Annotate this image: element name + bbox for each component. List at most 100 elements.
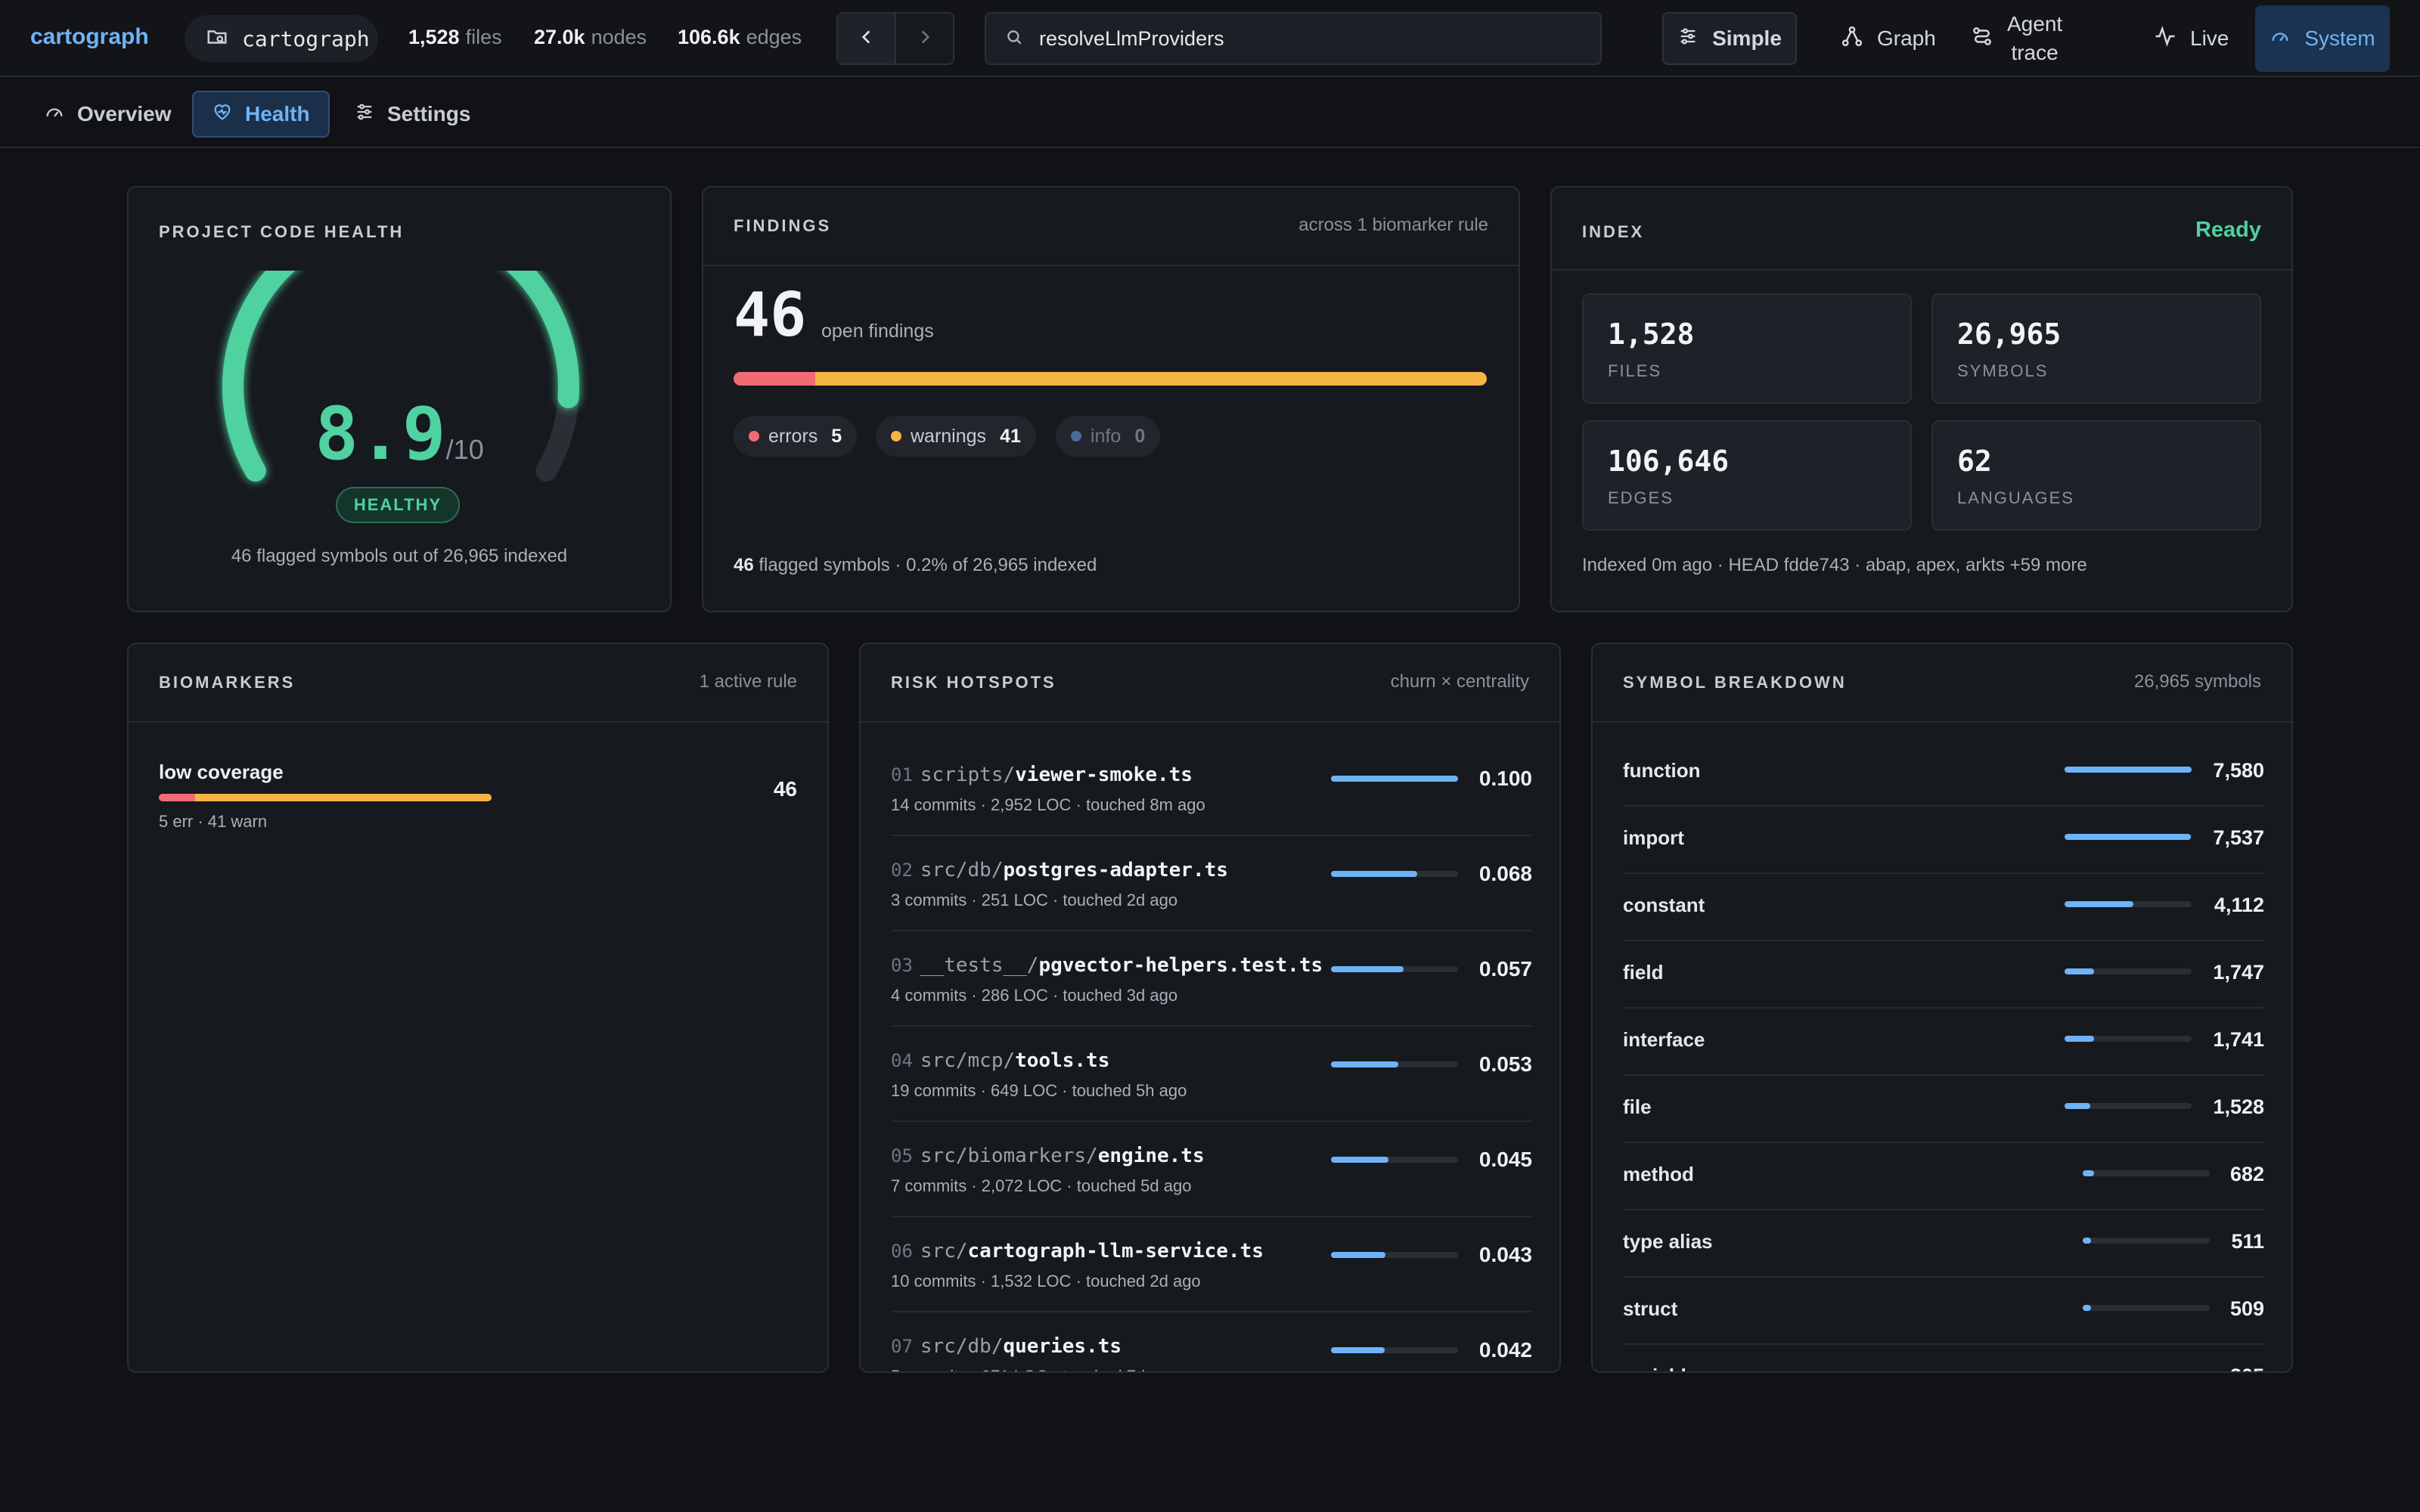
hotspot-meta: 4 commits · 286 LOC · touched 3d ago	[891, 986, 1178, 1005]
findings-severity-bar	[734, 372, 1487, 386]
history-nav	[836, 12, 954, 65]
index-footer: Indexed 0m ago · HEAD fdde743 · abap, ap…	[1582, 555, 2087, 575]
search-input[interactable]: resolveLlmProviders	[985, 12, 1602, 65]
symbol-bar-fill	[2083, 1372, 2089, 1373]
warning-dot-icon	[891, 431, 901, 442]
simple-label: Simple	[1712, 26, 1782, 50]
warnings-chip[interactable]: warnings 41	[876, 416, 1036, 457]
info-chip[interactable]: info 0	[1056, 416, 1161, 457]
hotspot-row[interactable]: 02 src/db/postgres-adapter.ts 3 commits · …	[891, 836, 1532, 931]
hotspot-score: 0.043	[1478, 1243, 1532, 1266]
symbol-bar	[2065, 767, 2192, 773]
hotspot-score-bar	[1331, 1347, 1458, 1353]
symbol-bar-fill	[2065, 968, 2094, 974]
symbol-kind: import	[1623, 826, 1684, 849]
index-languages: 62 LANGUAGES	[1931, 420, 2261, 531]
biomarker-count: 46	[773, 777, 797, 801]
findings-footer: 46 flagged symbols · 0.2% of 26,965 inde…	[734, 555, 1097, 575]
hotspot-score: 0.053	[1478, 1052, 1532, 1076]
symbol-row[interactable]: method 682	[1623, 1143, 2264, 1210]
hotspot-row[interactable]: 06 src/cartograph-llm-service.ts 10 commit…	[891, 1217, 1532, 1312]
findings-count-label: open findings	[821, 321, 934, 342]
forward-button[interactable]	[896, 14, 953, 64]
hotspot-path: 01 scripts/viewer-smoke.ts	[891, 764, 1193, 786]
symbol-row[interactable]: function 7,580	[1623, 739, 2264, 807]
gauge-fill	[222, 271, 579, 482]
symbol-count: 4,112	[2214, 894, 2264, 916]
symbol-row[interactable]: constant 4,112	[1623, 874, 2264, 941]
hotspots-title: RISK HOTSPOTS	[891, 673, 1056, 692]
symbol-row[interactable]: field 1,747	[1623, 941, 2264, 1009]
symbol-count: 7,580	[2213, 759, 2264, 782]
hotspot-row[interactable]: 01 scripts/viewer-smoke.ts 14 commits · 2,…	[891, 741, 1532, 836]
route-icon	[1971, 25, 1993, 53]
biomarker-warning-segment	[194, 794, 492, 801]
agent-trace-button[interactable]: Agent trace	[1971, 12, 2062, 65]
symbol-bar-fill	[2065, 1103, 2090, 1109]
hotspot-path: 02 src/db/postgres-adapter.ts	[891, 859, 1228, 881]
system-button[interactable]: System	[2255, 5, 2390, 72]
hotspot-row[interactable]: 04 src/mcp/tools.ts 19 commits · 649 LOC ·…	[891, 1027, 1532, 1122]
symbol-count: 511	[2231, 1230, 2264, 1253]
hotspot-row[interactable]: 05 src/biomarkers/engine.ts 7 commits · 2,…	[891, 1122, 1532, 1217]
errors-chip[interactable]: errors 5	[734, 416, 858, 457]
index-title: INDEX	[1582, 222, 1645, 241]
symbols-title: SYMBOL BREAKDOWN	[1623, 673, 1847, 692]
symbol-row[interactable]: variable 305	[1623, 1345, 2264, 1373]
symbol-bar	[2083, 1305, 2210, 1311]
symbol-bar	[2065, 1103, 2192, 1109]
hotspot-score-bar	[1331, 776, 1458, 782]
health-score: 8.9/10	[129, 392, 670, 476]
symbol-bar	[2065, 968, 2192, 974]
symbol-count: 1,528	[2213, 1095, 2264, 1118]
simple-mode-button[interactable]: Simple	[1662, 12, 1797, 65]
symbol-row[interactable]: struct 509	[1623, 1278, 2264, 1345]
index-status: Ready	[2195, 218, 2261, 242]
symbol-kind: function	[1623, 759, 1701, 782]
hotspot-path: 06 src/cartograph-llm-service.ts	[891, 1240, 1264, 1263]
hotspot-score-fill	[1331, 1061, 1399, 1067]
biomarker-name[interactable]: low coverage	[159, 761, 284, 783]
symbol-count: 682	[2229, 1163, 2264, 1185]
error-dot-icon	[749, 431, 759, 442]
graph-button[interactable]: Graph	[1841, 12, 1936, 65]
findings-title: FINDINGS	[734, 216, 832, 235]
stat-files: 1,528 files	[408, 26, 502, 48]
health-gauge	[222, 271, 579, 482]
symbol-kind: method	[1623, 1163, 1694, 1185]
hotspot-score-bar	[1331, 966, 1458, 972]
repo-selector[interactable]: cartograph	[185, 15, 378, 62]
symbol-bar	[2083, 1170, 2210, 1176]
tab-overview[interactable]: Overview	[26, 91, 190, 138]
brand-logo[interactable]: cartograph	[30, 24, 149, 49]
symbol-bar-fill	[2083, 1305, 2092, 1311]
back-button[interactable]	[838, 14, 896, 64]
symbol-row[interactable]: import 7,537	[1623, 807, 2264, 874]
hotspot-score-fill	[1331, 776, 1458, 782]
health-footer: 46 flagged symbols out of 26,965 indexed	[231, 546, 568, 566]
symbol-row[interactable]: interface 1,741	[1623, 1009, 2264, 1076]
tab-settings[interactable]: Settings	[336, 91, 489, 138]
symbol-row[interactable]: file 1,528	[1623, 1076, 2264, 1143]
hotspot-path: 04 src/mcp/tools.ts	[891, 1049, 1110, 1072]
health-title: PROJECT CODE HEALTH	[159, 222, 405, 241]
tab-health[interactable]: Health	[192, 91, 330, 138]
findings-count: 46	[734, 280, 807, 350]
hotspot-row[interactable]: 03 __tests__/pgvector-helpers.test.ts 4 co…	[891, 931, 1532, 1027]
symbol-count: 509	[2229, 1297, 2264, 1320]
repo-name: cartograph	[242, 26, 370, 51]
symbol-count: 1,747	[2213, 961, 2264, 984]
hotspot-score: 0.057	[1478, 957, 1532, 981]
hotspots-subtitle: churn × centrality	[1390, 671, 1529, 692]
tab-bar: Overview Health Settings	[0, 79, 2420, 148]
live-button[interactable]: Live	[2154, 12, 2229, 65]
sliders-icon	[1677, 26, 1699, 52]
biomarkers-card: BIOMARKERS 1 active rule low coverage 5 …	[127, 643, 829, 1373]
symbol-bar-fill	[2065, 901, 2134, 907]
symbol-count: 305	[2230, 1365, 2264, 1371]
sliders-icon	[354, 101, 375, 128]
symbol-row[interactable]: type alias 511	[1623, 1210, 2264, 1278]
index-files: 1,528 FILES	[1582, 293, 1912, 404]
hotspot-meta: 5 commits · 971 LOC · touched 7d ago	[891, 1367, 1177, 1371]
